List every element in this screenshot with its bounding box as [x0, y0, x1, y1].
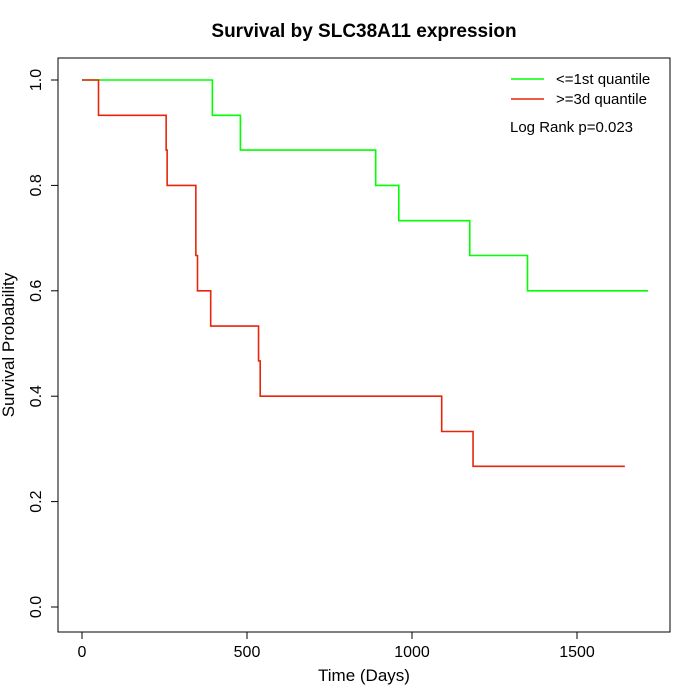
y-tick-label: 0.6 [28, 280, 45, 302]
y-axis: 0.0 0.2 0.4 0.6 0.8 1.0 [28, 69, 59, 618]
chart-title: Survival by SLC38A11 expression [211, 21, 516, 42]
y-tick-label: 1.0 [28, 69, 45, 91]
x-tick-label: 0 [78, 644, 87, 661]
y-tick-label: 0.8 [28, 174, 45, 196]
series-line-high-expression [82, 79, 625, 468]
x-tick-label: 1500 [559, 644, 595, 661]
series-line-low-expression [82, 79, 648, 292]
legend-label: <=1st quantile [556, 71, 650, 88]
plot-frame [57, 57, 671, 633]
x-tick-label: 1000 [394, 644, 430, 661]
legend: <=1st quantile >=3d quantile [511, 71, 650, 108]
legend-label: >=3d quantile [556, 91, 647, 108]
y-tick-label: 0.0 [28, 596, 45, 618]
logrank-annotation: Log Rank p=0.023 [510, 119, 633, 136]
x-axis: 0 500 1000 1500 [78, 631, 595, 661]
y-tick-label: 0.4 [28, 385, 45, 407]
x-tick-label: 500 [234, 644, 261, 661]
x-axis-label: Time (Days) [318, 666, 410, 685]
y-tick-label: 0.2 [28, 490, 45, 512]
y-axis-label: Survival Probability [0, 272, 18, 417]
series-layer [82, 79, 648, 468]
